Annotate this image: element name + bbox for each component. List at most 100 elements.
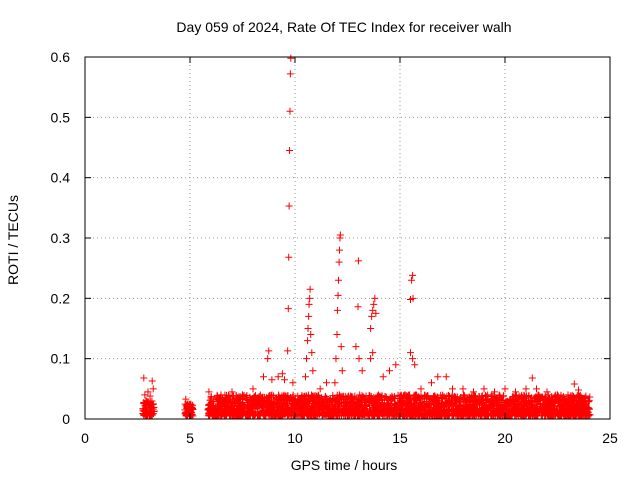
data-point xyxy=(564,391,572,399)
data-point-cluster xyxy=(311,406,319,414)
data-point-cluster xyxy=(579,406,587,414)
data-point-cluster xyxy=(333,391,341,399)
data-point xyxy=(522,385,530,393)
data-point-cluster xyxy=(416,395,424,403)
x-tick-label: 0 xyxy=(81,430,89,446)
data-point xyxy=(501,385,509,393)
data-point xyxy=(309,367,317,375)
data-point-cluster xyxy=(389,395,397,403)
data-point-cluster xyxy=(323,395,331,403)
data-point-cluster xyxy=(215,410,223,418)
data-point-cluster xyxy=(568,410,576,418)
data-point xyxy=(249,385,257,393)
data-point-cluster xyxy=(304,391,312,399)
data-point-cluster xyxy=(520,403,528,411)
data-point-cluster xyxy=(393,411,401,419)
data-point xyxy=(533,385,540,393)
data-point-cluster xyxy=(429,412,437,420)
data-point xyxy=(308,349,316,357)
data-point-cluster xyxy=(542,404,550,412)
data-point-cluster xyxy=(141,407,149,415)
data-point-cluster xyxy=(281,405,289,413)
data-point-cluster xyxy=(349,400,357,408)
data-point-cluster xyxy=(519,394,527,402)
data-point xyxy=(355,355,363,363)
data-point-cluster xyxy=(204,405,212,413)
data-point xyxy=(306,294,314,302)
data-point-cluster xyxy=(308,411,316,419)
data-point xyxy=(188,404,196,412)
data-point xyxy=(260,373,267,381)
data-point xyxy=(218,397,225,405)
data-point xyxy=(305,300,313,308)
data-point-cluster xyxy=(148,403,156,411)
data-point-cluster xyxy=(374,396,382,404)
data-point-cluster xyxy=(412,396,420,404)
data-point xyxy=(281,376,288,384)
data-point-cluster xyxy=(418,405,426,413)
data-point-cluster xyxy=(484,410,492,417)
data-point-cluster xyxy=(445,405,453,413)
data-point-cluster xyxy=(221,391,229,399)
data-point-cluster xyxy=(439,391,447,399)
data-point-cluster xyxy=(487,404,495,412)
data-point-cluster xyxy=(301,408,309,416)
data-point-cluster xyxy=(251,401,259,409)
data-point-cluster xyxy=(394,403,402,411)
y-tick-label: 0.2 xyxy=(51,290,71,306)
data-point-cluster xyxy=(255,392,263,400)
data-point-cluster xyxy=(307,408,315,416)
data-point xyxy=(284,305,292,313)
data-point-cluster xyxy=(562,412,570,420)
data-point-cluster xyxy=(221,411,229,419)
data-point-cluster xyxy=(443,412,451,420)
data-point xyxy=(141,391,149,399)
data-point-cluster xyxy=(388,406,396,414)
data-point xyxy=(274,373,282,381)
data-point-cluster xyxy=(488,411,496,419)
data-point-cluster xyxy=(254,396,262,404)
y-tick-label: 0.5 xyxy=(51,109,71,125)
data-point xyxy=(305,312,313,320)
data-point xyxy=(575,386,582,394)
y-tick-label: 0.3 xyxy=(51,230,71,246)
data-point-cluster xyxy=(242,412,250,420)
data-point-cluster xyxy=(376,400,384,408)
data-point-cluster xyxy=(210,411,218,419)
data-point-cluster xyxy=(512,392,520,400)
data-point-cluster xyxy=(573,402,581,410)
data-point-cluster xyxy=(184,408,192,416)
data-point-cluster xyxy=(495,410,503,418)
data-point-cluster xyxy=(344,411,352,419)
data-point-cluster xyxy=(582,412,590,420)
data-point-cluster xyxy=(383,404,391,412)
data-point-cluster xyxy=(222,402,230,410)
data-point-cluster xyxy=(545,399,553,407)
data-point xyxy=(239,391,246,399)
data-point-cluster xyxy=(458,411,466,419)
data-point-cluster xyxy=(264,411,272,419)
data-point-cluster xyxy=(432,395,440,403)
data-point-cluster xyxy=(272,395,280,403)
data-point-cluster xyxy=(455,412,463,420)
data-point xyxy=(286,107,294,115)
data-point-cluster xyxy=(448,402,456,410)
data-point-cluster xyxy=(149,410,157,418)
data-point-cluster xyxy=(355,394,363,402)
data-point-cluster xyxy=(206,396,214,404)
data-point xyxy=(302,373,309,381)
data-point-cluster xyxy=(425,400,433,408)
data-point xyxy=(372,309,380,317)
data-point-cluster xyxy=(411,412,419,420)
data-point xyxy=(286,70,294,78)
data-point xyxy=(205,388,213,396)
data-point-cluster xyxy=(577,398,585,406)
data-point-cluster xyxy=(396,392,404,400)
data-point xyxy=(332,355,340,363)
data-point-cluster xyxy=(342,412,350,420)
data-point xyxy=(336,246,344,254)
data-point-cluster xyxy=(337,392,345,400)
data-point-cluster xyxy=(538,403,546,411)
data-point-cluster xyxy=(404,409,412,417)
data-point-cluster xyxy=(522,393,530,401)
